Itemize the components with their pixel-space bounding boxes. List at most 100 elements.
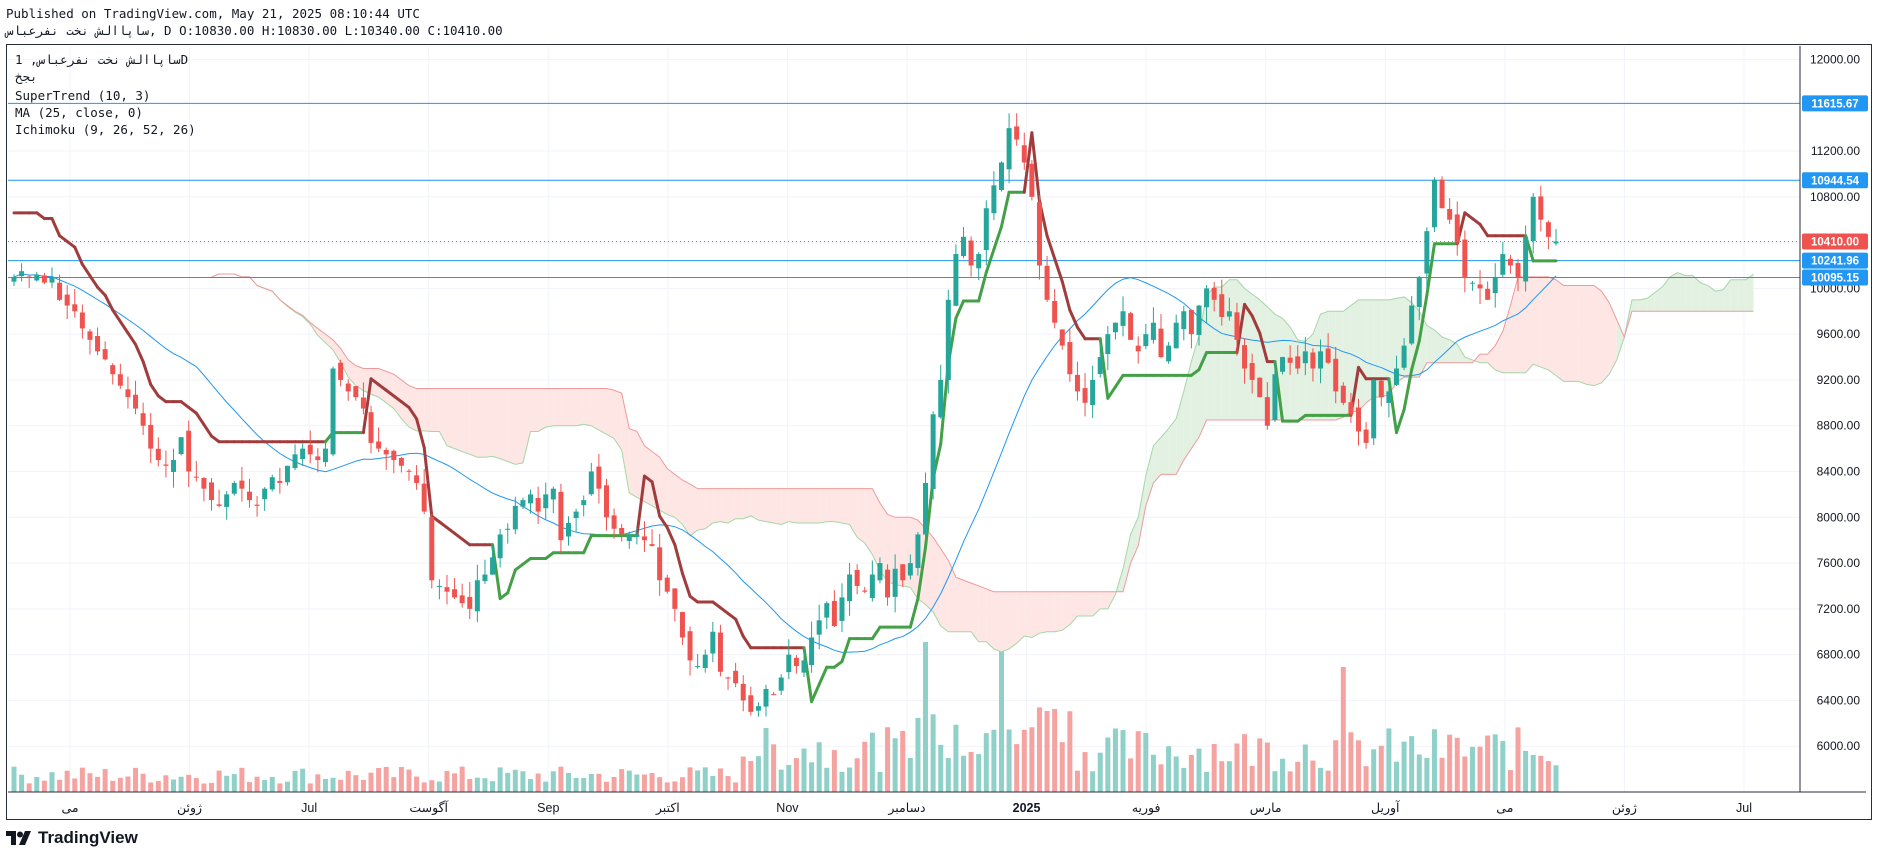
volume-bar xyxy=(1242,734,1248,792)
kumo-segment xyxy=(1654,286,1663,312)
candle-body xyxy=(1401,345,1407,368)
volume-bar xyxy=(626,770,632,792)
candle-body xyxy=(178,437,184,455)
candle-body xyxy=(550,488,556,500)
legend-ichimoku[interactable]: Ichimoku (9, 26, 52, 26) xyxy=(15,122,196,137)
candle-body xyxy=(11,276,17,282)
volume-bar xyxy=(1280,758,1286,792)
volume-bar xyxy=(406,769,412,792)
price-labels: 11615.67 10944.54 10241.96 10095.15 10410.00 xyxy=(1802,95,1868,286)
candle-body xyxy=(467,596,473,609)
volume-bar xyxy=(57,779,63,792)
volume-bar xyxy=(1082,752,1088,792)
supertrend-segment xyxy=(1189,368,1201,377)
supertrend-segment xyxy=(582,534,593,555)
kumo-segment xyxy=(978,585,987,642)
candle-body xyxy=(1150,322,1156,340)
candle-body xyxy=(809,637,815,666)
kumo-segment xyxy=(446,388,455,449)
kumo-segment xyxy=(674,474,683,525)
kumo-segment xyxy=(1745,274,1754,312)
candle-body xyxy=(1363,429,1369,443)
candle-body xyxy=(1128,313,1134,340)
kumo-segment xyxy=(1145,445,1154,506)
kumo-segment xyxy=(606,388,615,439)
kumo-segment xyxy=(477,388,485,458)
candle-body xyxy=(186,430,192,472)
candle-body xyxy=(391,450,397,461)
supertrend-segment xyxy=(544,551,555,560)
kumo-segment xyxy=(773,488,782,525)
candle-body xyxy=(1211,287,1217,300)
candle-body xyxy=(216,504,222,506)
price-label: 10095.15 xyxy=(1811,272,1860,284)
candle-body xyxy=(710,631,716,654)
supertrend-segment xyxy=(149,383,160,398)
supertrend-segment xyxy=(1387,377,1398,435)
candle-body xyxy=(284,465,290,483)
x-tick-label: می xyxy=(61,801,78,815)
volume-bar xyxy=(391,777,397,792)
kumo-segment xyxy=(1183,361,1192,461)
candle-body xyxy=(224,494,230,507)
volume-bar xyxy=(87,773,93,792)
kumo-segment xyxy=(857,488,865,544)
candle-body xyxy=(1439,179,1445,209)
volume-bar xyxy=(1378,745,1384,792)
legend-supertrend[interactable]: SuperTrend (10, 3) xyxy=(15,88,151,103)
volume-bar xyxy=(1112,728,1118,792)
candle-body xyxy=(1469,282,1475,284)
volume-bar xyxy=(695,770,701,792)
candle-body xyxy=(740,683,746,701)
kumo-segment xyxy=(1252,294,1260,420)
supertrend-segment xyxy=(134,342,145,364)
supertrend-segment xyxy=(1273,360,1285,423)
volume-bar xyxy=(717,768,723,792)
supertrend-segment xyxy=(711,600,722,610)
tradingview-logo[interactable]: TradingView xyxy=(6,828,138,848)
candle-body xyxy=(1492,276,1498,294)
candle-body xyxy=(566,523,572,537)
kumo-segment xyxy=(1320,311,1329,420)
candle-body xyxy=(641,536,647,541)
volume-bar xyxy=(1204,771,1210,792)
legend-ma[interactable]: MA (25, close, 0) xyxy=(15,105,143,120)
candle-body xyxy=(1036,202,1042,266)
volume-bar xyxy=(672,781,678,792)
kumo-segment xyxy=(826,488,835,522)
candle-body xyxy=(414,475,420,483)
volume-bar xyxy=(41,780,47,792)
supertrend-segment xyxy=(445,526,457,535)
volume-bar xyxy=(163,775,169,792)
candle-body xyxy=(452,589,458,598)
candle-body xyxy=(231,482,237,494)
supertrend-segment xyxy=(1235,302,1247,354)
kumo-segment xyxy=(1601,291,1610,383)
candle-body xyxy=(862,590,868,592)
candle-body xyxy=(611,515,617,529)
volume-bar xyxy=(915,717,921,792)
volume-bar xyxy=(1348,732,1354,792)
candle-body xyxy=(34,274,40,281)
kumo-segment xyxy=(659,457,668,515)
volume-bar xyxy=(72,778,78,792)
volume-bar xyxy=(224,775,230,792)
candle-body xyxy=(634,534,640,537)
volume-bar xyxy=(603,781,609,792)
volume-bar xyxy=(307,783,313,792)
kumo-segment xyxy=(1525,276,1534,373)
candle-body xyxy=(1006,128,1012,170)
kumo-segment xyxy=(1009,591,1017,649)
candle-body xyxy=(133,394,139,409)
candle-body xyxy=(193,476,199,478)
candle-body xyxy=(1371,379,1377,439)
candle-body xyxy=(854,569,860,586)
kumo-segment xyxy=(583,388,592,426)
candle-body xyxy=(961,236,967,257)
volume-bar xyxy=(1340,667,1346,792)
volume-bar xyxy=(877,771,883,792)
volume-bar xyxy=(1264,742,1270,792)
kumo-segment xyxy=(1092,591,1101,617)
kumo-segment xyxy=(872,488,880,571)
